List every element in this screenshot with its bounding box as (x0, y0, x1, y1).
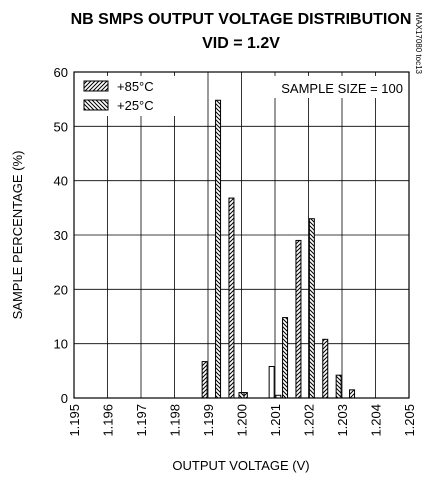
y-tick-label: 40 (54, 174, 68, 189)
bar (335, 374, 342, 399)
x-tick-label: 1.195 (67, 404, 82, 437)
legend-swatch-25c (83, 99, 109, 111)
chart-title-line2: VID = 1.2V (202, 35, 280, 52)
x-tick-label: 1.197 (134, 404, 149, 437)
legend-label-25c: +25°C (117, 98, 154, 113)
x-tick-label: 1.201 (268, 404, 283, 437)
x-axis-label: OUTPUT VOLTAGE (V) (172, 458, 309, 473)
bar (308, 218, 315, 399)
y-tick-label: 0 (61, 391, 68, 406)
x-tick-label: 1.200 (235, 404, 250, 437)
x-tick-label: 1.198 (168, 404, 183, 437)
sample-size-box (264, 76, 406, 98)
figure-code: MAX17080 toc13 (414, 13, 423, 75)
legend-label-85c: +85°C (117, 79, 154, 94)
x-tick-label: 1.203 (335, 404, 350, 437)
bar (295, 239, 302, 399)
x-tick-label: 1.196 (101, 404, 116, 437)
x-tick-label: 1.205 (402, 404, 417, 437)
y-tick-label: 30 (54, 228, 68, 243)
x-tick-label: 1.199 (201, 404, 216, 437)
sample-size-label: SAMPLE SIZE = 100 (281, 81, 403, 96)
x-tick-label: 1.202 (302, 404, 317, 437)
bar (201, 361, 208, 399)
y-tick-label: 20 (54, 282, 68, 297)
y-tick-label: 50 (54, 119, 68, 134)
bar (282, 317, 289, 399)
legend-swatch-85c (83, 80, 109, 92)
bars (201, 99, 356, 399)
bar (349, 389, 356, 399)
bar (238, 392, 245, 399)
bar (268, 365, 275, 399)
plot-frame (73, 71, 410, 399)
y-axis-label: SAMPLE PERCENTAGE (%) (10, 151, 25, 320)
legend: +85°C +25°C (80, 76, 178, 116)
y-tick-label: 10 (54, 337, 68, 352)
bar (322, 338, 329, 399)
y-tick-labels: 0 10 20 30 40 50 60 (54, 65, 68, 406)
x-tick-label: 1.204 (369, 404, 384, 437)
grid (74, 72, 409, 398)
chart-title-line1: NB SMPS OUTPUT VOLTAGE DISTRIBUTION (71, 11, 412, 28)
y-tick-label: 60 (54, 65, 68, 80)
bar (215, 99, 222, 399)
x-tick-labels: 1.195 1.196 1.197 1.198 1.199 1.200 1.201 1.202… (67, 404, 417, 437)
bar (228, 197, 235, 399)
